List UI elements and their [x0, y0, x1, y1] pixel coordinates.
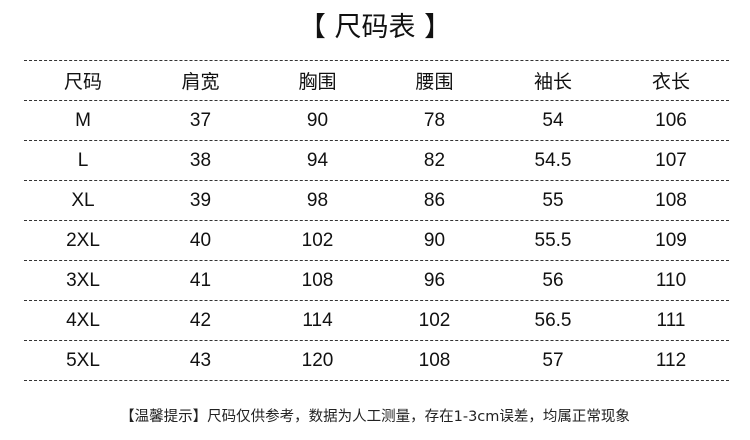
cell-chest: 94 — [306, 149, 329, 171]
cell-size: 5XL — [66, 349, 100, 371]
cell-shoulder: 40 — [189, 229, 212, 251]
cell-sleeve: 56 — [542, 269, 564, 291]
cell-shoulder: 42 — [189, 309, 212, 331]
cell-shoulder: 39 — [189, 189, 212, 211]
cell-size: L — [77, 149, 89, 171]
cell-sleeve: 55 — [542, 189, 564, 211]
cell-sleeve: 54 — [542, 109, 564, 131]
cell-waist: 90 — [423, 229, 446, 251]
cell-shoulder: 43 — [189, 349, 212, 371]
cell-waist: 102 — [418, 309, 451, 331]
table-row: XL 39 98 86 55 108 — [24, 180, 729, 220]
cell-size: 3XL — [66, 269, 100, 291]
cell-size: 2XL — [66, 229, 100, 251]
cell-length: 111 — [656, 309, 686, 331]
cell-sleeve: 54.5 — [534, 149, 572, 171]
header-size: 尺码 — [63, 71, 102, 93]
cell-sleeve: 55.5 — [534, 229, 572, 251]
cell-chest: 102 — [301, 229, 334, 251]
cell-length: 107 — [655, 149, 687, 171]
sizing-note: 【温馨提示】尺码仅供参考，数据为人工测量，存在1-3cm误差，均属正常现象 — [120, 409, 630, 425]
cell-length: 110 — [655, 269, 687, 291]
table-row: 4XL 42 114 102 56.5 111 — [24, 300, 729, 340]
header-chest: 胸围 — [298, 71, 337, 93]
table-row: L 38 94 82 54.5 107 — [24, 140, 729, 180]
cell-length: 112 — [655, 349, 687, 371]
cell-size: 4XL — [66, 309, 100, 331]
cell-chest: 90 — [306, 109, 329, 131]
cell-size: XL — [71, 189, 95, 211]
cell-waist: 86 — [423, 189, 446, 211]
table-row: M 37 90 78 54 106 — [24, 100, 729, 140]
cell-chest: 108 — [301, 269, 334, 291]
cell-waist: 108 — [418, 349, 451, 371]
cell-waist: 96 — [423, 269, 446, 291]
header-length: 衣长 — [651, 71, 690, 93]
cell-sleeve: 56.5 — [534, 309, 572, 331]
cell-chest: 114 — [302, 309, 333, 331]
cell-length: 109 — [655, 229, 687, 251]
table-row: 5XL 43 120 108 57 112 — [24, 340, 729, 381]
table-header-row: 尺码 肩宽 胸围 腰围 袖长 衣长 — [24, 60, 729, 100]
cell-chest: 120 — [301, 349, 334, 371]
header-waist: 腰围 — [415, 71, 454, 93]
header-shoulder: 肩宽 — [181, 71, 220, 93]
table-row: 2XL 40 102 90 55.5 109 — [24, 220, 729, 260]
size-chart-table: 尺码 肩宽 胸围 腰围 袖长 衣长 M 37 90 78 54 106 L 38 94 82 54.… — [24, 60, 729, 381]
cell-chest: 98 — [306, 189, 329, 211]
cell-waist: 78 — [423, 109, 446, 131]
table-row: 3XL 41 108 96 56 110 — [24, 260, 729, 300]
page-title: 【 尺码表 】 — [298, 12, 452, 43]
cell-waist: 82 — [423, 149, 446, 171]
cell-size: M — [75, 109, 91, 131]
cell-shoulder: 37 — [189, 109, 212, 131]
cell-shoulder: 38 — [189, 149, 212, 171]
cell-sleeve: 57 — [542, 349, 564, 371]
cell-length: 108 — [655, 189, 687, 211]
cell-shoulder: 41 — [189, 269, 212, 291]
cell-length: 106 — [655, 109, 687, 131]
header-sleeve: 袖长 — [533, 71, 572, 93]
